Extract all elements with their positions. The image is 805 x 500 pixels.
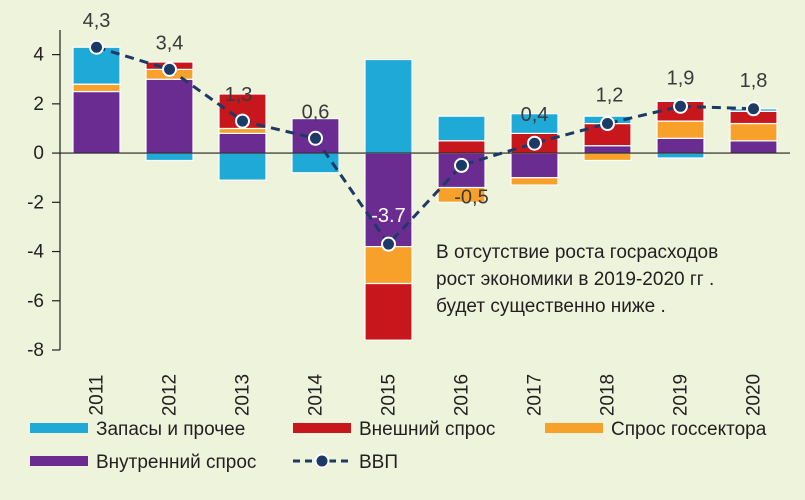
bar-segment (145, 78, 194, 154)
bar-segment (437, 186, 486, 203)
legend-label: Запасы и прочее (96, 419, 245, 440)
x-tick-label: 2016 (452, 374, 473, 416)
x-tick-label: 2013 (233, 374, 254, 416)
bar-segment (656, 137, 705, 154)
legend-swatch (30, 456, 88, 466)
gdp-data-label: 4,3 (83, 10, 111, 32)
gdp-data-label: -3.7 (371, 205, 405, 227)
gdp-data-label: 1,3 (225, 84, 253, 106)
gdp-data-label: 0,6 (302, 101, 330, 123)
bar-segment (218, 152, 267, 181)
gdp-line (96, 45, 754, 247)
x-tick-label: 2019 (671, 374, 692, 416)
gdp-point (527, 135, 542, 151)
annotation-line: рост экономики в 2019-2020 гг . (436, 269, 714, 290)
legend-swatch (30, 423, 88, 433)
gdp-data-label: -0,5 (454, 186, 488, 208)
gdp-data-label: 3,4 (156, 32, 184, 54)
gdp-point (746, 101, 761, 117)
bar-segment (437, 140, 486, 154)
x-tick-label: 2015 (379, 374, 400, 416)
bar-segment (510, 152, 559, 179)
bar-segment (218, 132, 267, 154)
y-tick-label: -2 (27, 192, 44, 213)
x-tick-label: 2012 (160, 374, 181, 416)
y-tick-label: -6 (27, 291, 44, 312)
x-tick-label: 2017 (525, 374, 546, 416)
gdp-point (235, 113, 250, 129)
annotation-line: В отсутствие роста госрасходов (436, 242, 718, 263)
annotation-line: будет существенно ниже . (436, 296, 666, 317)
bar-segment (729, 122, 778, 142)
bar-segment (437, 115, 486, 142)
bar-segment (656, 120, 705, 139)
y-tick-label: -4 (27, 242, 44, 263)
bar-segment (72, 90, 121, 154)
gdp-data-label: 0,4 (521, 104, 549, 126)
gdp-data-label: 1,9 (667, 67, 695, 89)
bar-segment (364, 152, 413, 248)
gdp-point (381, 236, 396, 252)
y-tick-label: 0 (33, 143, 44, 164)
legend-swatch (293, 423, 351, 433)
gdp-point (454, 157, 469, 173)
bar-segment (510, 177, 559, 186)
bar-segment (583, 152, 632, 162)
bar-segment (364, 246, 413, 285)
gdp-point (600, 116, 615, 132)
gdp-point (89, 39, 104, 55)
gdp-point (308, 130, 323, 146)
gdp-point (673, 98, 688, 114)
gdp-point (162, 61, 177, 77)
x-tick-label: 2020 (744, 374, 765, 416)
bar-segment (72, 83, 121, 93)
bar-segment (510, 113, 559, 134)
legend-swatch (545, 423, 603, 433)
legend-label: Внешний спрос (359, 419, 495, 440)
legend-label: Внутренний спрос (96, 452, 256, 473)
bar-segment (656, 152, 705, 159)
legend-label: Спрос госсектора (611, 419, 767, 440)
bar-segment (583, 145, 632, 154)
y-tick-label: -8 (27, 340, 44, 361)
legend-marker-gdp (314, 453, 330, 469)
y-tick-label: 4 (33, 45, 44, 66)
bar-segment (145, 152, 194, 162)
gdp-data-label: 1,2 (596, 85, 624, 107)
bar-segment (364, 58, 413, 154)
bar-segment (364, 282, 413, 341)
legend-label: ВВП (359, 452, 398, 473)
x-tick-label: 2014 (306, 373, 327, 416)
x-tick-label: 2011 (87, 375, 108, 416)
bar-segment (729, 140, 778, 154)
x-tick-label: 2018 (598, 374, 619, 416)
gdp-data-label: 1,8 (740, 70, 768, 92)
y-tick-label: 2 (33, 94, 44, 115)
bar-segment (218, 127, 267, 134)
